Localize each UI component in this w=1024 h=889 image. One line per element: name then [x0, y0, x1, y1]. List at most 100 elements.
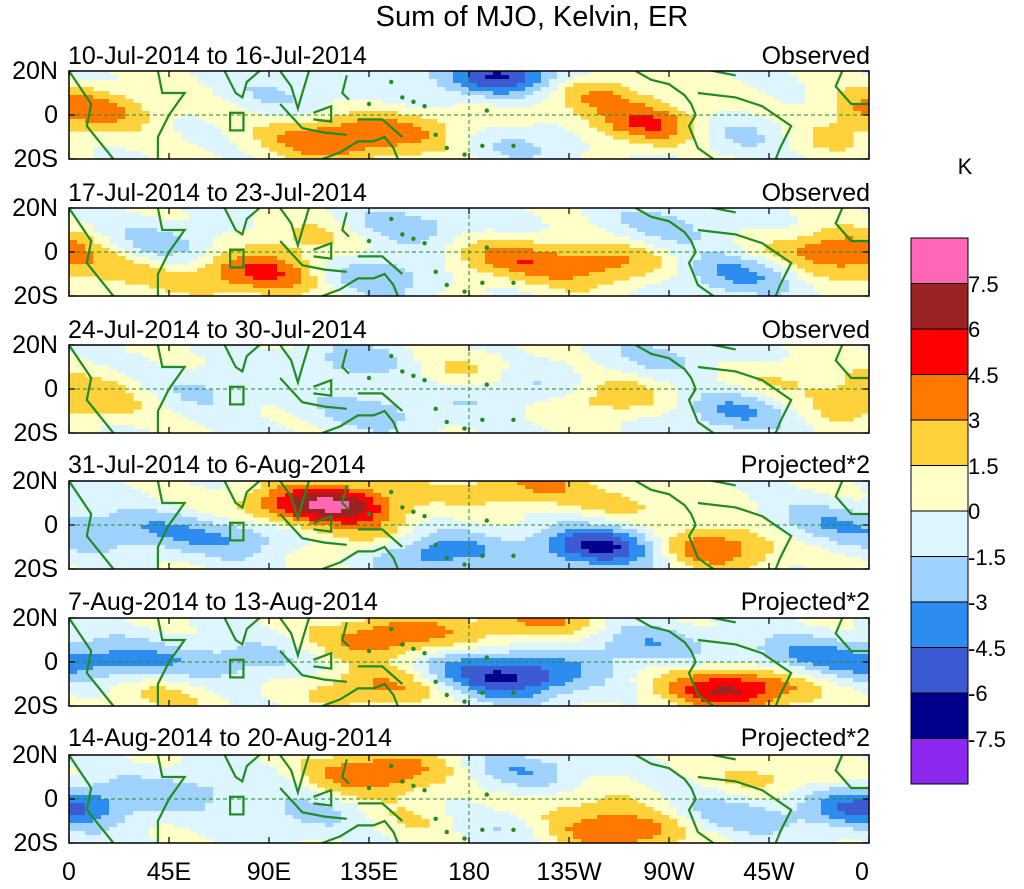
heatmap-cell	[797, 292, 806, 296]
heatmap-cell	[861, 107, 869, 112]
heatmap-cell	[821, 135, 830, 140]
heatmap-cell	[453, 216, 462, 221]
heatmap-cell	[333, 369, 342, 374]
heatmap-cell	[181, 549, 190, 554]
heatmap-cell	[861, 397, 869, 402]
heatmap-cell	[453, 71, 462, 76]
heatmap-cell	[717, 212, 726, 217]
heatmap-cell	[781, 421, 790, 426]
heatmap-cell	[757, 139, 766, 144]
heatmap-cell	[141, 553, 150, 558]
heatmap-cell	[517, 369, 526, 374]
heatmap-cell	[197, 224, 206, 229]
heatmap-cell	[725, 260, 734, 265]
heatmap-cell	[205, 557, 214, 562]
heatmap-cell	[741, 216, 750, 221]
heatmap-cell	[381, 353, 390, 358]
heatmap-cell	[629, 357, 638, 362]
heatmap-cell	[277, 99, 286, 104]
heatmap-cell	[101, 103, 110, 108]
heatmap-cell	[397, 276, 406, 281]
heatmap-cell	[589, 115, 598, 120]
panel-label: Observed	[761, 179, 870, 207]
heatmap-cell	[293, 409, 302, 414]
heatmap-cell	[325, 381, 334, 386]
heatmap-cell	[573, 377, 582, 382]
heatmap-cell	[789, 244, 798, 249]
heatmap-cell	[365, 236, 374, 241]
heatmap-cell	[221, 537, 230, 542]
heatmap-cell	[509, 345, 518, 350]
heatmap-cell	[237, 288, 246, 293]
heatmap-cell	[701, 409, 710, 414]
heatmap-cell	[485, 421, 494, 426]
heatmap-cell	[301, 123, 310, 128]
heatmap-cell	[69, 561, 78, 566]
heatmap-cell	[333, 147, 342, 152]
heatmap-cell	[741, 393, 750, 398]
heatmap-cell	[397, 417, 406, 422]
heatmap-cell	[405, 83, 414, 88]
heatmap-cell	[541, 381, 550, 386]
heatmap-cell	[605, 280, 614, 285]
heatmap-cell	[805, 260, 814, 265]
heatmap-cell	[669, 369, 678, 374]
heatmap-cell	[357, 151, 366, 156]
heatmap-cell	[693, 393, 702, 398]
heatmap-cell	[301, 413, 310, 418]
heatmap-cell	[109, 401, 118, 406]
heatmap-cell	[325, 397, 334, 402]
heatmap-cell	[253, 280, 262, 285]
heatmap-cell	[269, 127, 278, 132]
heatmap-cell	[301, 95, 310, 100]
heatmap-cell	[661, 220, 670, 225]
heatmap-cell	[517, 87, 526, 92]
heatmap-cell	[453, 87, 462, 92]
heatmap-cell	[101, 248, 110, 253]
heatmap-cell	[101, 501, 110, 506]
heatmap-cell	[125, 236, 134, 241]
heatmap-cell	[285, 272, 294, 277]
heatmap-cell	[349, 256, 358, 261]
heatmap-cell	[349, 389, 358, 394]
heatmap-cell	[709, 264, 718, 269]
heatmap-cell	[677, 220, 686, 225]
heatmap-cell	[749, 127, 758, 132]
heatmap-cell	[685, 377, 694, 382]
heatmap-cell	[269, 385, 278, 390]
heatmap-cell	[357, 280, 366, 285]
heatmap-cell	[629, 361, 638, 366]
heatmap-cell	[733, 280, 742, 285]
heatmap-cell	[125, 513, 134, 518]
heatmap-cell	[389, 115, 398, 120]
heatmap-cell	[469, 95, 478, 100]
heatmap-cell	[365, 397, 374, 402]
heatmap-cell	[629, 119, 638, 124]
heatmap-cell	[485, 75, 494, 80]
heatmap-cell	[757, 71, 766, 76]
heatmap-cell	[389, 236, 398, 241]
heatmap-cell	[597, 252, 606, 257]
heatmap-cell	[757, 256, 766, 261]
heatmap-cell	[237, 252, 246, 257]
heatmap-cell	[117, 107, 126, 112]
heatmap-cell	[133, 517, 142, 522]
heatmap-cell	[677, 417, 686, 422]
heatmap-cell	[501, 353, 510, 358]
heatmap-cell	[245, 429, 254, 433]
heatmap-cell	[317, 397, 326, 402]
heatmap-cell	[733, 115, 742, 120]
heatmap-cell	[357, 284, 366, 289]
heatmap-cell	[397, 413, 406, 418]
heatmap-cell	[189, 252, 198, 257]
heatmap-cell	[149, 385, 158, 390]
heatmap-cell	[125, 509, 134, 514]
heatmap-cell	[141, 252, 150, 257]
heatmap-cell	[725, 236, 734, 241]
heatmap-cell	[397, 244, 406, 249]
heatmap-cell	[621, 264, 630, 269]
heatmap-cell	[813, 272, 822, 277]
heatmap-cell	[237, 397, 246, 402]
heatmap-cell	[437, 244, 446, 249]
heatmap-cell	[365, 421, 374, 426]
